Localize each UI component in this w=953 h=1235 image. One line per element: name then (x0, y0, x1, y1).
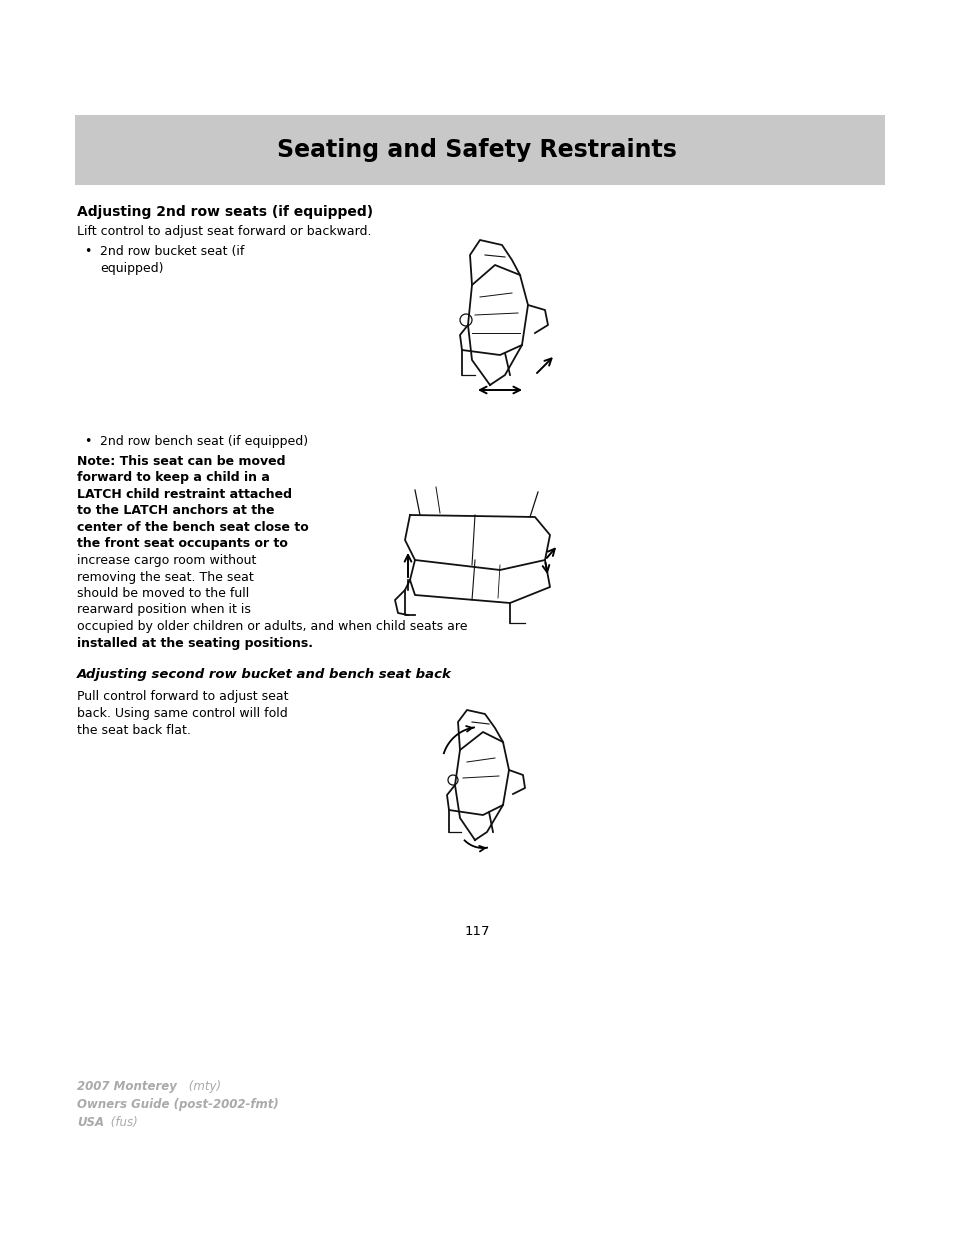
Text: 2nd row bucket seat (if: 2nd row bucket seat (if (100, 245, 244, 258)
Text: the front seat occupants or to: the front seat occupants or to (77, 537, 288, 551)
Text: LATCH child restraint attached: LATCH child restraint attached (77, 488, 292, 501)
Text: should be moved to the full: should be moved to the full (77, 587, 249, 600)
Text: 117: 117 (464, 925, 489, 939)
Bar (75, 115, 884, 185)
Text: the seat back flat.: the seat back flat. (77, 724, 191, 737)
Text: increase cargo room without: increase cargo room without (77, 555, 256, 567)
Text: to the LATCH anchors at the: to the LATCH anchors at the (77, 505, 274, 517)
Text: Adjusting second row bucket and bench seat back: Adjusting second row bucket and bench se… (77, 668, 452, 680)
Text: 2nd row bench seat (if equipped): 2nd row bench seat (if equipped) (100, 435, 308, 448)
Text: occupied by older children or adults, and when child seats are: occupied by older children or adults, an… (77, 620, 467, 634)
Text: 2007 Monterey: 2007 Monterey (77, 1079, 176, 1093)
Text: back. Using same control will fold: back. Using same control will fold (77, 706, 288, 720)
Text: forward to keep a child in a: forward to keep a child in a (77, 472, 270, 484)
Text: Owners Guide (post-2002-fmt): Owners Guide (post-2002-fmt) (77, 1098, 278, 1112)
Text: Pull control forward to adjust seat: Pull control forward to adjust seat (77, 690, 288, 703)
Text: Adjusting 2nd row seats (if equipped): Adjusting 2nd row seats (if equipped) (77, 205, 373, 219)
Text: Seating and Safety Restraints: Seating and Safety Restraints (276, 138, 677, 162)
Text: removing the seat. The seat: removing the seat. The seat (77, 571, 253, 583)
Text: equipped): equipped) (100, 262, 163, 275)
Text: USA: USA (77, 1116, 104, 1129)
Text: •: • (84, 245, 91, 258)
Text: Note: This seat can be moved: Note: This seat can be moved (77, 454, 285, 468)
Text: rearward position when it is: rearward position when it is (77, 604, 251, 616)
Text: center of the bench seat close to: center of the bench seat close to (77, 521, 309, 534)
Text: Lift control to adjust seat forward or backward.: Lift control to adjust seat forward or b… (77, 225, 371, 238)
Text: (mty): (mty) (185, 1079, 221, 1093)
Text: installed at the seating positions.: installed at the seating positions. (77, 636, 313, 650)
Text: (fus): (fus) (107, 1116, 137, 1129)
Text: •: • (84, 435, 91, 448)
